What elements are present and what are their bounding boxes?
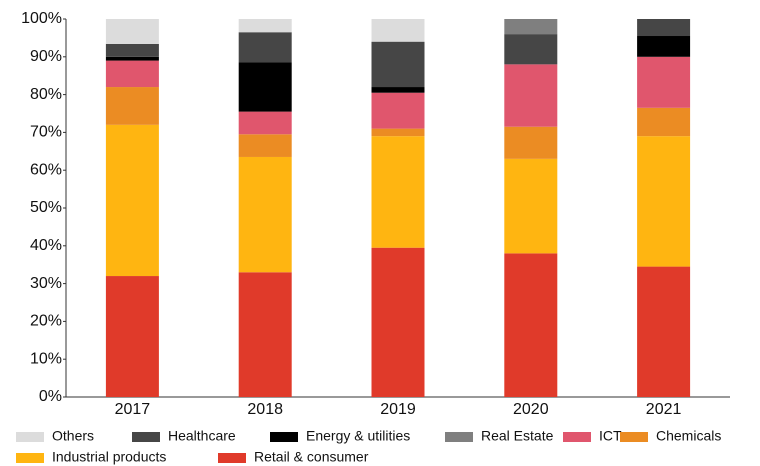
y-tick-label: 0% bbox=[39, 388, 62, 405]
bar-segment bbox=[504, 19, 558, 35]
bar-segment bbox=[504, 158, 558, 254]
y-tick-label: 70% bbox=[30, 124, 62, 141]
bar-segment bbox=[504, 126, 558, 159]
legend-swatch bbox=[16, 453, 44, 463]
y-tick-label: 30% bbox=[30, 275, 62, 292]
y-tick-label: 40% bbox=[30, 237, 62, 254]
bar-segment bbox=[105, 56, 159, 61]
legend-swatch bbox=[132, 432, 160, 442]
legend-swatch bbox=[16, 432, 44, 442]
x-tick-label: 2020 bbox=[513, 401, 549, 418]
bar-segment bbox=[105, 43, 159, 57]
bar-segment bbox=[637, 136, 691, 267]
legend-label: Others bbox=[52, 428, 94, 444]
bar-segment bbox=[105, 124, 159, 277]
bar-segment bbox=[238, 62, 292, 112]
bar-segment bbox=[238, 272, 292, 397]
bar-segment bbox=[504, 253, 558, 397]
bar-segment bbox=[105, 60, 159, 88]
bar-segment bbox=[637, 56, 691, 108]
legend-label: Healthcare bbox=[168, 428, 236, 444]
bar-segment bbox=[637, 107, 691, 137]
bar-segment bbox=[504, 34, 558, 65]
bar-segment bbox=[371, 41, 425, 88]
bar-segment bbox=[105, 19, 159, 44]
bar-segment bbox=[371, 87, 425, 93]
legend-swatch bbox=[445, 432, 473, 442]
bar-segment bbox=[238, 111, 292, 135]
bar-segment bbox=[238, 134, 292, 157]
legend-swatch bbox=[270, 432, 298, 442]
bar-segment bbox=[371, 247, 425, 397]
bar-segment bbox=[371, 92, 425, 129]
x-tick-label: 2017 bbox=[115, 401, 151, 418]
bar-segment bbox=[637, 19, 691, 37]
bar-segment bbox=[105, 276, 159, 397]
y-tick-label: 80% bbox=[30, 86, 62, 103]
y-tick-label: 100% bbox=[21, 10, 62, 27]
x-tick-label: 2021 bbox=[646, 401, 682, 418]
legend-label: Retail & consumer bbox=[254, 449, 369, 465]
y-tick-label: 90% bbox=[30, 48, 62, 65]
legend-label: Real Estate bbox=[481, 428, 554, 444]
y-tick-label: 50% bbox=[30, 199, 62, 216]
bar-segment bbox=[238, 32, 292, 63]
legend-label: Energy & utilities bbox=[306, 428, 410, 444]
bar-segment bbox=[238, 156, 292, 273]
legend-label: Chemicals bbox=[656, 428, 721, 444]
x-tick-label: 2018 bbox=[247, 401, 283, 418]
legend-swatch bbox=[620, 432, 648, 442]
y-tick-label: 60% bbox=[30, 161, 62, 178]
bar-segment bbox=[105, 87, 159, 125]
legend-label: ICT bbox=[599, 428, 622, 444]
bar-segment bbox=[637, 266, 691, 397]
bar-segment bbox=[371, 136, 425, 248]
bar-segment bbox=[238, 19, 292, 33]
legend-label: Industrial products bbox=[52, 449, 166, 465]
x-tick-label: 2019 bbox=[380, 401, 416, 418]
y-tick-label: 10% bbox=[30, 350, 62, 367]
legend-swatch bbox=[218, 453, 246, 463]
bar-segment bbox=[637, 36, 691, 57]
legend-swatch bbox=[563, 432, 591, 442]
bar-segment bbox=[504, 64, 558, 127]
bar-segment bbox=[371, 128, 425, 137]
bar-segment bbox=[371, 19, 425, 42]
y-tick-label: 20% bbox=[30, 313, 62, 330]
